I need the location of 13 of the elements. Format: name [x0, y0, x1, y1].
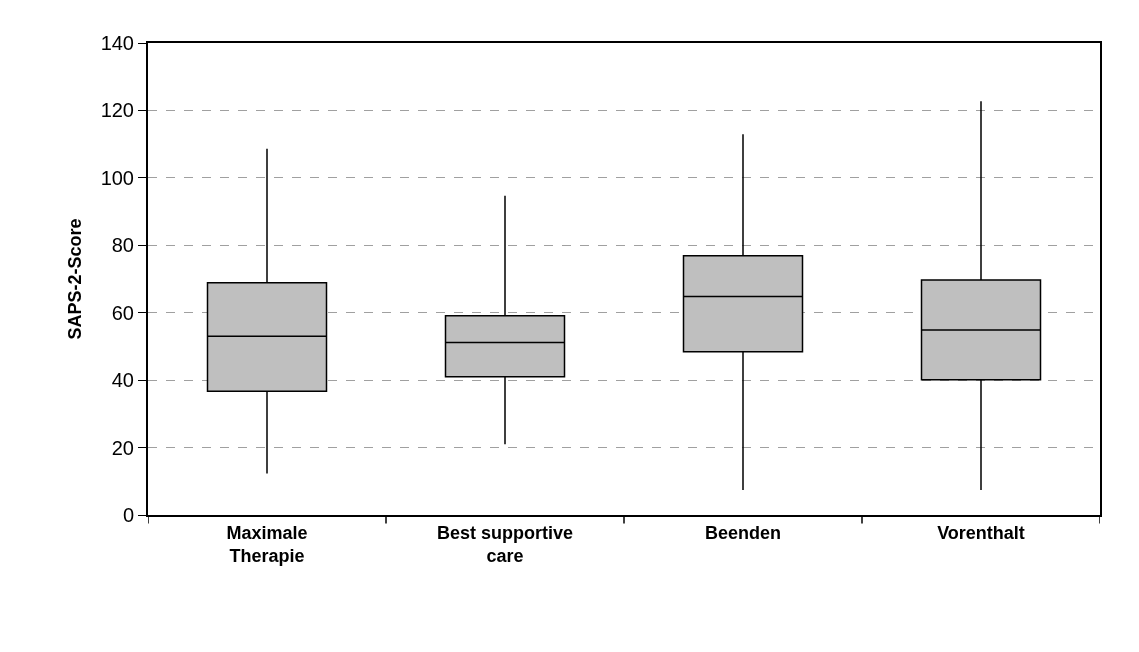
x-tick-label: Maximale Therapie [226, 522, 308, 566]
y-tick-label: 60 [111, 301, 134, 324]
y-tick-label: 80 [111, 234, 134, 257]
y-axis-title: SAPS-2-Score [65, 218, 86, 340]
y-tick-label: 140 [100, 32, 134, 54]
y-tick-label: 100 [100, 166, 134, 189]
y-tick-label: 40 [111, 369, 134, 392]
x-tick-label: Vorenthalt [937, 522, 1025, 543]
y-tick-label: 120 [100, 99, 134, 122]
y-tick-label: 20 [111, 436, 134, 459]
y-tick-label: 0 [122, 504, 134, 526]
x-tick-label: Beenden [704, 522, 782, 543]
x-tick-label: Best supportive care [436, 522, 574, 566]
